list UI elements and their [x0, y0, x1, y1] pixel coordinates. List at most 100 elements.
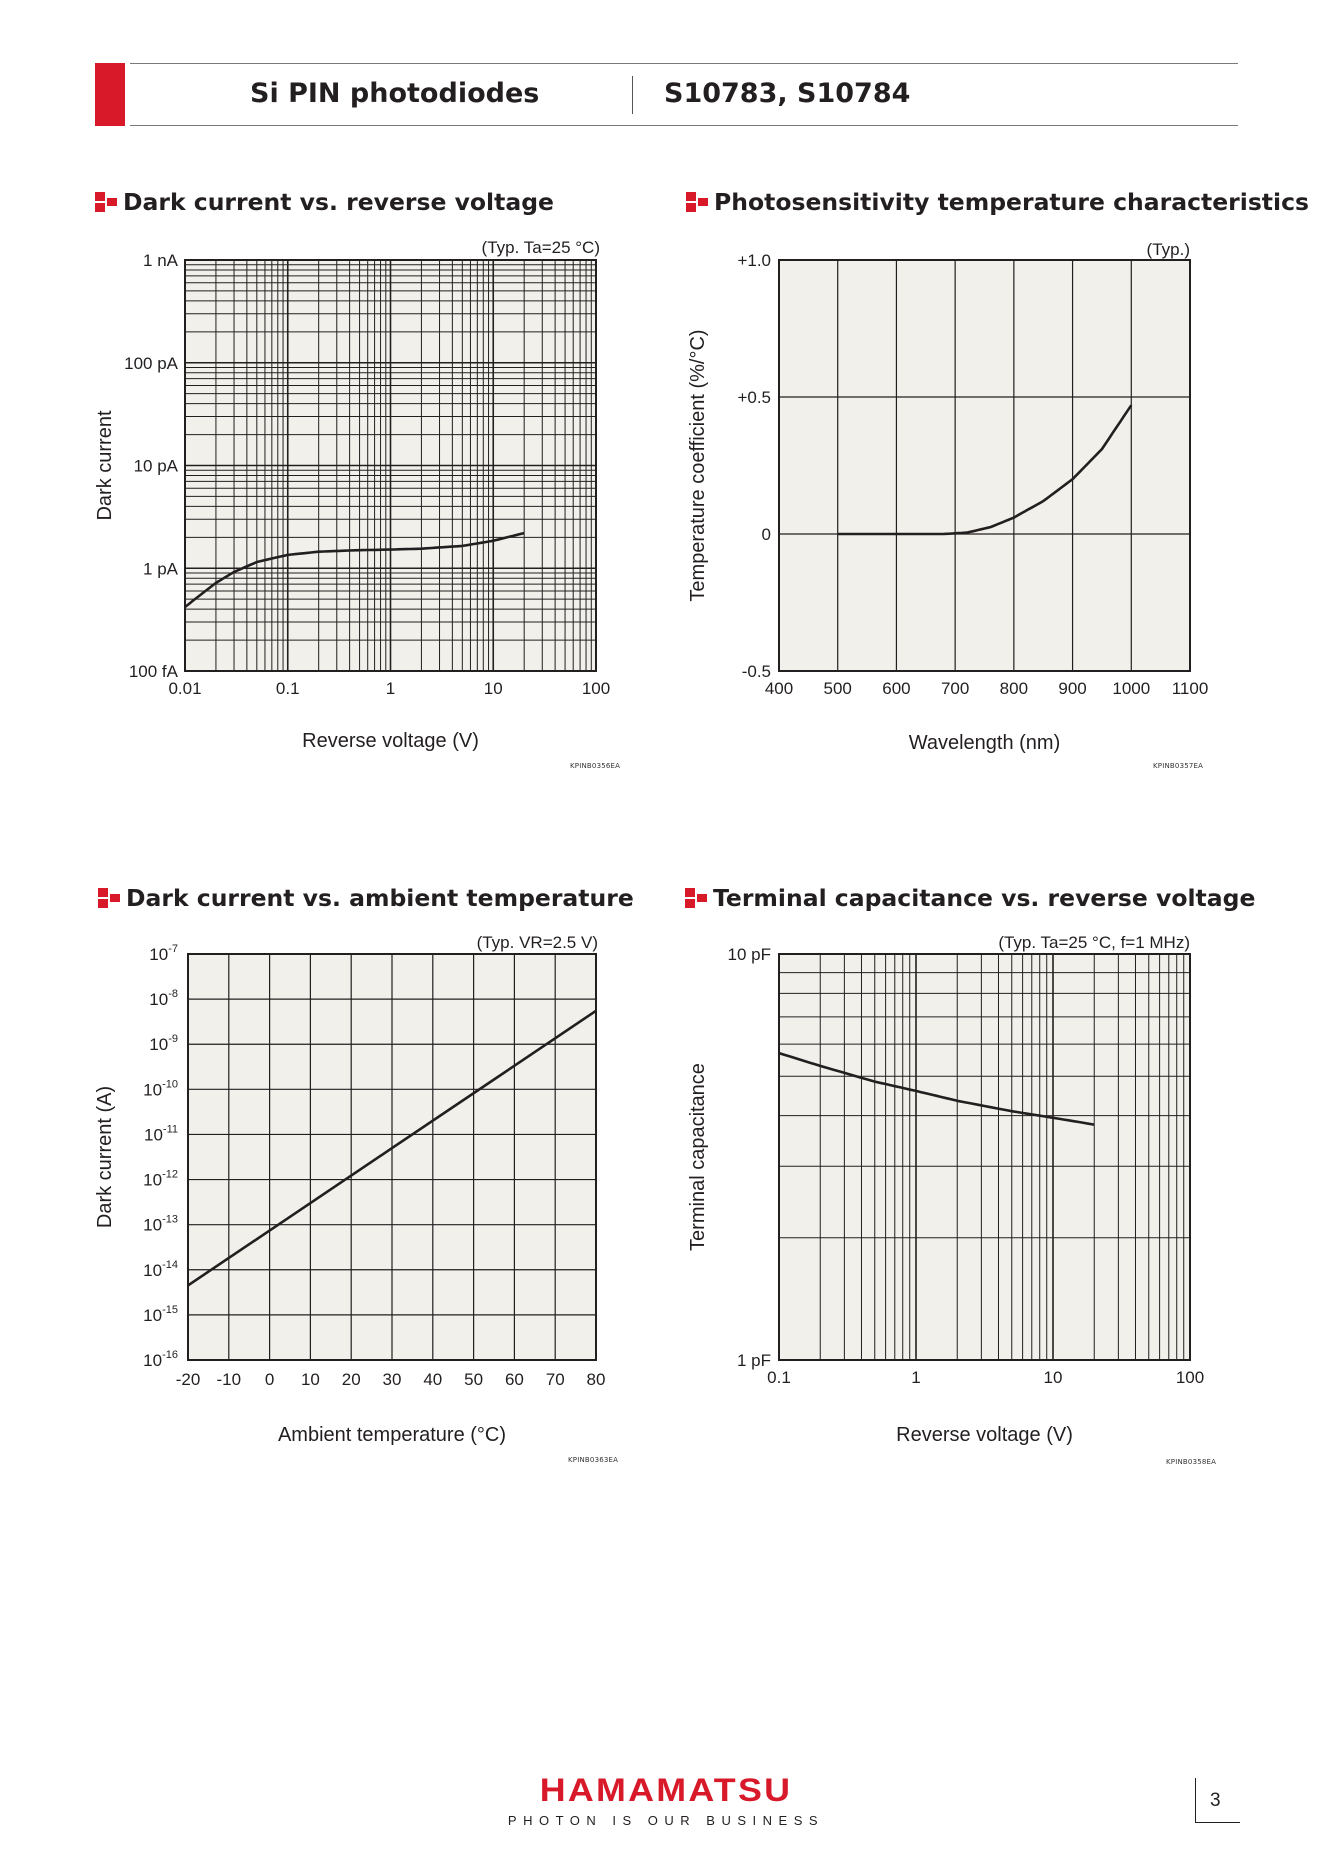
x-tick-label: 500 — [824, 679, 852, 698]
y-tick-base: 10 — [144, 1125, 163, 1144]
x-axis-label: Wavelength (nm) — [909, 732, 1061, 754]
y-tick-exponent: -15 — [162, 1304, 178, 1316]
section-title-text: Dark current vs. reverse voltage — [123, 188, 554, 216]
doc-code-c2: KPINB0357EA — [1153, 762, 1204, 770]
y-tick-exponent: -9 — [168, 1033, 178, 1045]
doc-code-c1: KPINB0356EA — [570, 762, 621, 770]
section-title-c2: Photosensitivity temperature characteris… — [686, 188, 1309, 216]
section-bullet-icon — [685, 888, 707, 908]
y-tick-exponent: -16 — [162, 1349, 178, 1361]
y-tick-label: 100 pA — [124, 354, 179, 373]
y-tick-base: 10 — [149, 945, 168, 964]
y-tick-base: 10 — [149, 990, 168, 1009]
y-tick-exponent: -13 — [162, 1214, 178, 1226]
series-line — [837, 404, 1133, 536]
plot-border-c1 — [184, 259, 597, 672]
x-axis-label: Reverse voltage (V) — [302, 730, 479, 752]
y-axis-label: Dark current (A) — [94, 1086, 116, 1228]
section-title-c3: Dark current vs. ambient temperature — [98, 884, 634, 912]
section-title-c1: Dark current vs. reverse voltage — [95, 188, 554, 216]
y-tick-label: 10-13 — [143, 1214, 178, 1235]
x-axis-label: Reverse voltage (V) — [896, 1424, 1073, 1446]
y-tick-label: 10-16 — [143, 1349, 178, 1370]
section-title-text: Terminal capacitance vs. reverse voltage — [713, 884, 1256, 912]
y-tick-base: 10 — [143, 1216, 162, 1235]
section-bullet-icon — [98, 888, 120, 908]
y-tick-label: 1 pA — [143, 559, 179, 578]
y-tick-label: 100 fA — [129, 662, 179, 681]
x-tick-label: 100 — [582, 679, 610, 698]
y-tick-label: -0.5 — [742, 662, 771, 681]
header-title-left: Si PIN photodiodes — [250, 78, 540, 109]
x-tick-label: 10 — [1044, 1368, 1063, 1387]
logo-wordmark: HAMAMATSU — [539, 1772, 793, 1808]
x-tick-label: 100 — [1176, 1368, 1204, 1387]
series-line — [187, 1009, 597, 1287]
x-tick-label: 60 — [505, 1370, 524, 1389]
x-tick-label: 400 — [765, 679, 793, 698]
condition-label: (Typ.) — [1147, 240, 1190, 259]
plot-area-c4 — [779, 954, 1190, 1360]
plot-border-c2 — [778, 259, 1191, 672]
x-tick-label: -10 — [217, 1370, 242, 1389]
header-accent-bar — [95, 63, 125, 126]
y-tick-label: 10-7 — [149, 943, 178, 964]
y-tick-label: 10-11 — [144, 1123, 178, 1144]
y-tick-label: 10 pF — [728, 945, 771, 964]
x-tick-label: 0.1 — [276, 679, 300, 698]
x-tick-label: 1000 — [1112, 679, 1150, 698]
y-tick-exponent: -7 — [168, 943, 178, 955]
plot-area-c2 — [779, 260, 1190, 671]
y-tick-base: 10 — [143, 1351, 162, 1370]
x-tick-label: 20 — [342, 1370, 361, 1389]
condition-label: (Typ. Ta=25 °C) — [482, 238, 600, 257]
doc-code-c4: KPINB0358EA — [1166, 1458, 1217, 1466]
hamamatsu-logo: HAMAMATSU PHOTON IS OUR BUSINESS — [506, 1773, 826, 1828]
y-tick-exponent: -10 — [162, 1078, 178, 1090]
logo-tagline: PHOTON IS OUR BUSINESS — [507, 1813, 825, 1828]
header-title-right: S10783, S10784 — [664, 78, 911, 109]
y-tick-label: 10-9 — [149, 1033, 178, 1054]
y-tick-label: 10-15 — [143, 1304, 178, 1325]
y-tick-base: 10 — [143, 1261, 162, 1280]
y-tick-base: 10 — [143, 1171, 162, 1190]
y-tick-label: +0.5 — [737, 388, 771, 407]
y-tick-label: +1.0 — [737, 251, 771, 270]
y-tick-label: 10-10 — [143, 1078, 178, 1099]
x-tick-label: 70 — [546, 1370, 565, 1389]
page-number-box: 3 — [1195, 1778, 1240, 1823]
x-tick-label: 1 — [386, 679, 395, 698]
header-divider — [632, 76, 633, 114]
condition-label: (Typ. Ta=25 °C, f=1 MHz) — [998, 933, 1190, 952]
x-tick-label: 80 — [587, 1370, 606, 1389]
doc-code-c3: KPINB0363EA — [568, 1456, 619, 1464]
x-tick-label: 50 — [464, 1370, 483, 1389]
x-tick-label: 600 — [882, 679, 910, 698]
y-tick-exponent: -12 — [162, 1169, 178, 1181]
y-tick-exponent: -14 — [162, 1259, 178, 1271]
header-bottom-rule — [130, 125, 1238, 126]
section-title-text: Dark current vs. ambient temperature — [126, 884, 634, 912]
y-tick-label: 1 pF — [737, 1351, 771, 1370]
y-tick-exponent: -8 — [168, 988, 178, 1000]
x-tick-label: 30 — [383, 1370, 402, 1389]
y-axis-label: Dark current — [94, 410, 116, 520]
section-title-text: Photosensitivity temperature characteris… — [714, 188, 1310, 216]
section-title-c4: Terminal capacitance vs. reverse voltage — [685, 884, 1255, 912]
y-tick-base: 10 — [143, 1306, 162, 1325]
plot-border-c3 — [187, 953, 597, 1361]
page-number: 3 — [1210, 1790, 1221, 1811]
x-tick-label: 0.1 — [767, 1368, 791, 1387]
section-bullet-icon — [95, 192, 117, 212]
x-tick-label: 800 — [1000, 679, 1028, 698]
y-tick-base: 10 — [143, 1080, 162, 1099]
condition-label: (Typ. VR=2.5 V) — [477, 933, 598, 952]
plot-border-c4 — [778, 953, 1191, 1361]
x-tick-label: 900 — [1058, 679, 1086, 698]
y-tick-label: 10 pA — [134, 457, 179, 476]
x-tick-label: 0 — [265, 1370, 274, 1389]
y-tick-label: 10-14 — [143, 1259, 178, 1280]
x-tick-label: 10 — [484, 679, 503, 698]
x-tick-label: 40 — [423, 1370, 442, 1389]
